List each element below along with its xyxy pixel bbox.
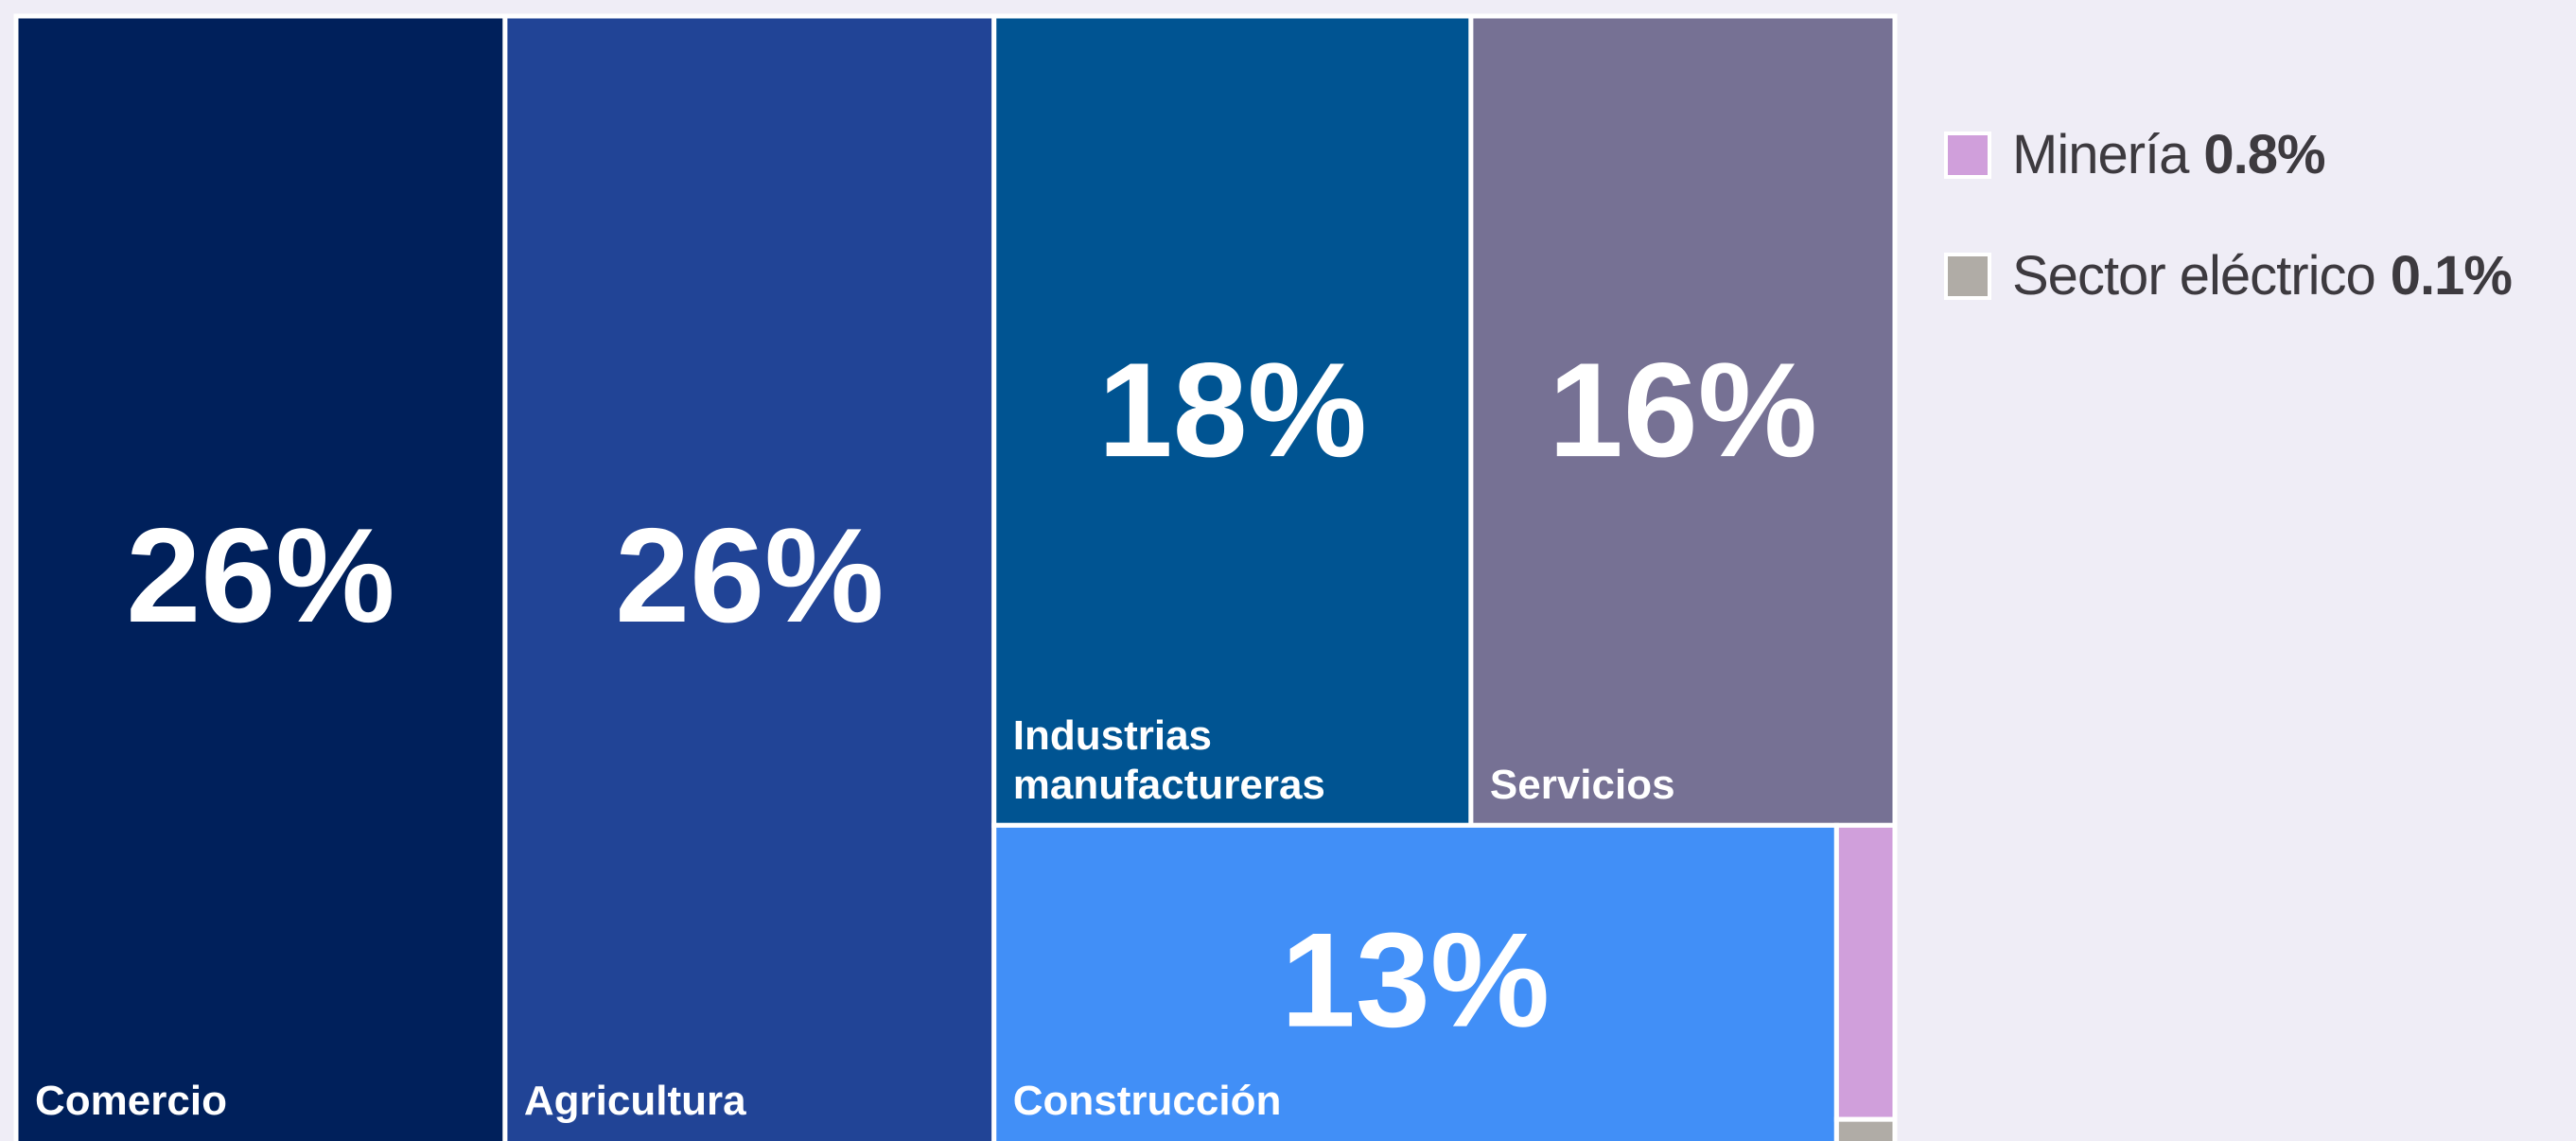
legend-label: Sector eléctrico	[2012, 245, 2376, 307]
tile	[1468, 13, 1898, 828]
tile-value-label: 26%	[615, 500, 884, 651]
tile-value-label: 26%	[126, 500, 394, 651]
legend-value: 0.1%	[2390, 245, 2513, 307]
tile-category-label: Comercio	[35, 1078, 227, 1124]
tile-value-label: 16%	[1549, 335, 1817, 485]
tile-category-label: Construcción	[1012, 1078, 1282, 1124]
tile	[502, 13, 997, 1141]
legend-item: Minería 0.8%	[1944, 123, 2326, 186]
tile-value-label: 18%	[1098, 335, 1367, 485]
legend-item: Sector eléctrico 0.1%	[1944, 244, 2513, 307]
tile	[991, 822, 1839, 1141]
tile	[1833, 1116, 1898, 1141]
tile-category-label: Servicios	[1489, 762, 1675, 809]
tile-category-label: Industrias manufactureras	[1012, 712, 1325, 809]
legend-swatch	[1944, 131, 1991, 179]
legend-value: 0.8%	[2203, 124, 2325, 185]
tile-value-label: 13%	[1281, 905, 1550, 1056]
tile-category-label: Agricultura	[523, 1078, 746, 1124]
tile	[1833, 822, 1898, 1122]
legend-swatch	[1944, 252, 1991, 300]
legend-label: Minería	[2012, 124, 2189, 185]
tile	[13, 13, 508, 1141]
